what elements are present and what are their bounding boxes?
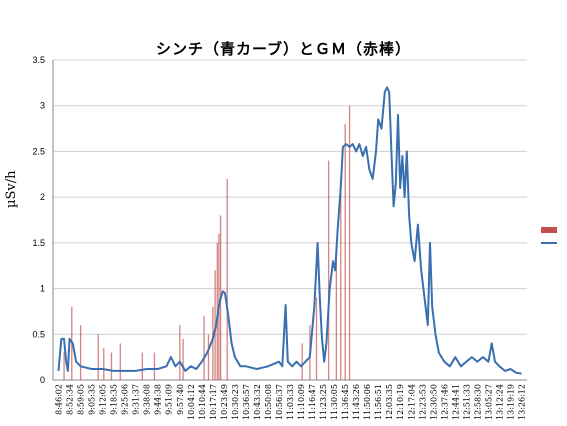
y-tick-label: 2 <box>40 192 45 202</box>
x-tick-label: 11:56:51 <box>374 384 383 420</box>
x-tick-label: 10:50:08 <box>264 384 273 420</box>
x-tick-label: 11:50:06 <box>363 384 372 420</box>
x-tick-label: 10:17:17 <box>209 384 218 420</box>
x-tick-label: 8:46:02 <box>55 384 64 415</box>
gm-bar <box>182 338 184 380</box>
scintillator-line <box>57 86 522 375</box>
x-tick-label: 13:05:27 <box>484 384 493 420</box>
x-tick-label: 9:31:37 <box>132 384 141 415</box>
x-tick-label: 10:43:32 <box>253 384 262 420</box>
gm-bar <box>226 178 228 380</box>
scintillator-series-line <box>57 86 522 375</box>
x-tick-label: 8:59:05 <box>77 384 86 415</box>
legend <box>541 227 557 244</box>
x-tick-label: 12:10:19 <box>396 384 405 420</box>
x-tick-label: 9:25:06 <box>121 384 130 415</box>
y-tick-label: 3 <box>40 101 45 111</box>
chart-title: シンチ（青カーブ）とＧＭ（赤棒） <box>155 40 412 58</box>
x-tick-label: 10:56:37 <box>275 384 284 420</box>
gm-bar <box>119 343 121 380</box>
gm-bar <box>79 325 82 380</box>
y-tick-label: 3.5 <box>32 55 45 65</box>
gm-bar <box>179 325 181 380</box>
x-tick-label: 11:23:25 <box>319 384 328 420</box>
x-tick-label: 9:44:38 <box>154 384 163 415</box>
x-tick-label: 10:10:44 <box>198 384 207 420</box>
gm-bar <box>103 348 105 380</box>
legend-gm-swatch <box>541 227 557 233</box>
y-tick-label: 0 <box>40 375 45 385</box>
gm-bar <box>327 160 330 380</box>
x-tick-label: 12:37:46 <box>440 384 449 420</box>
gm-bar <box>97 334 99 380</box>
x-tick-label: 12:51:33 <box>462 384 471 420</box>
y-tick-label: 1 <box>40 284 45 294</box>
x-tick-label: 11:10:09 <box>297 384 306 420</box>
gm-bar <box>340 178 342 380</box>
x-tick-label: 9:51:09 <box>165 384 174 415</box>
x-tick-label: 12:30:50 <box>429 384 438 420</box>
gm-bar <box>315 297 318 380</box>
x-tick-label: 8:52:34 <box>66 384 75 415</box>
gm-bar <box>344 124 346 380</box>
x-tick-label: 12:03:35 <box>385 384 394 420</box>
x-tick-label: 11:43:26 <box>352 384 361 420</box>
gridlines <box>52 59 527 381</box>
x-tick-label: 10:36:57 <box>242 384 251 420</box>
x-tick-label: 10:04:12 <box>187 384 196 420</box>
gm-bar <box>348 105 351 380</box>
x-tick-label: 13:12:24 <box>495 384 504 420</box>
y-tick-label: 1.5 <box>32 238 45 248</box>
x-tick-label: 9:05:35 <box>88 384 97 415</box>
x-tick-label: 10:30:23 <box>231 384 240 420</box>
x-tick-label: 12:58:30 <box>473 384 482 420</box>
gm-bar <box>301 343 303 380</box>
gm-bar <box>335 252 337 380</box>
y-tick-labels: 0 0.5 1 1.5 2 2.5 3 3.5 <box>32 55 45 385</box>
x-tick-label: 11:36:45 <box>341 384 350 420</box>
gm-bar <box>110 352 113 380</box>
x-tick-label: 12:23:53 <box>418 384 427 420</box>
y-tick-label: 0.5 <box>32 329 45 339</box>
gm-bar <box>63 352 65 380</box>
y-tick-label: 2.5 <box>32 146 45 156</box>
gm-bar <box>141 352 143 380</box>
x-tick-label: 9:57:40 <box>176 384 185 415</box>
gm-bar <box>203 316 205 380</box>
x-tick-label: 11:03:33 <box>286 384 295 420</box>
x-tick-label: 11:30:05 <box>330 384 339 420</box>
gm-bar <box>153 352 156 380</box>
x-tick-label: 11:16:47 <box>308 384 317 420</box>
x-tick-label: 10:23:49 <box>220 384 229 420</box>
x-tick-label: 9:38:08 <box>143 384 152 415</box>
x-tick-label: 9:18:35 <box>110 384 119 415</box>
x-tick-label: 13:19:19 <box>506 384 515 420</box>
x-tick-label: 9:12:05 <box>99 384 108 415</box>
x-tick-labels: 8:46:02 8:52:34 8:59:05 9:05:35 9:12:05 9:18:… <box>55 384 527 420</box>
x-tick-label: 13:26:12 <box>517 384 526 420</box>
x-tick-label: 12:44:41 <box>451 384 460 420</box>
gm-bar <box>212 306 214 380</box>
x-tick-label: 12:17:04 <box>407 384 416 420</box>
gm-bar <box>207 334 210 380</box>
